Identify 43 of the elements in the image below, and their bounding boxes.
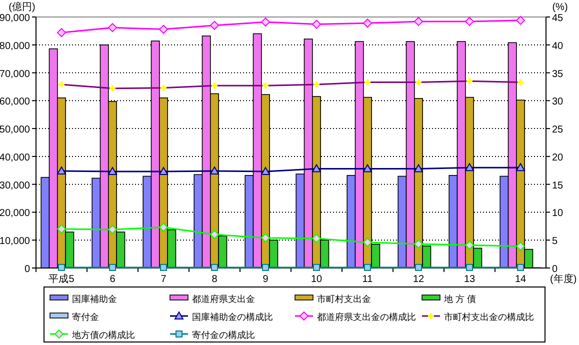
y2-tick-label: 0 — [552, 264, 558, 275]
legend-label: 国庫補助金 — [72, 294, 117, 304]
legend-label: 寄付金 — [72, 312, 99, 322]
x-tick-label: 10 — [310, 274, 322, 285]
y-tick-label: 20,000 — [0, 208, 30, 220]
legend-label: 市町村支出金の構成比 — [444, 312, 534, 322]
y-tick-label: 50,000 — [0, 124, 30, 136]
legend-label: 都道府県支出金 — [192, 294, 255, 304]
y2-tick-label: 40 — [552, 40, 564, 52]
y2-tick-label: 25 — [552, 124, 564, 136]
y-tick-label: 90,000 — [0, 13, 30, 24]
y-tick-label: 0 — [24, 264, 30, 275]
x-tick-label: 9 — [262, 274, 269, 285]
y2-tick-label: 30 — [552, 96, 564, 108]
y-tick-label: 40,000 — [0, 152, 30, 164]
x-tick-label: 6 — [110, 274, 116, 285]
y2-tick-label: 10 — [552, 208, 564, 220]
y2-tick-label: 35 — [552, 68, 564, 80]
y-tick-label: 10,000 — [0, 236, 30, 248]
legend-label: 地方債の構成比 — [71, 330, 135, 340]
x-tick-label: 11 — [362, 274, 374, 285]
y-tick-label: 30,000 — [0, 180, 30, 192]
legend-label: 国庫補助金の構成比 — [192, 312, 273, 322]
x-tick-label: 14 — [514, 274, 526, 285]
y2-tick-label: 15 — [552, 180, 564, 192]
legend-label: 寄付金の構成比 — [192, 330, 255, 340]
y2-tick-label: 5 — [552, 236, 558, 248]
x-tick-label: 13 — [464, 274, 476, 285]
x-axis-title: (年度) — [550, 273, 577, 285]
legend-label: 地 方 債 — [443, 294, 476, 304]
x-tick-label: 8 — [212, 274, 218, 285]
y-tick-label: 60,000 — [0, 96, 30, 108]
y2-tick-label: 20 — [552, 152, 564, 164]
y2-axis-title: (%) — [552, 2, 568, 13]
x-tick-label: 7 — [160, 274, 167, 285]
x-tick-label: 12 — [412, 274, 424, 285]
y-axis-title: (億円) — [8, 1, 36, 13]
y-tick-label: 70,000 — [0, 68, 30, 80]
legend-label: 市町村支出金 — [317, 294, 371, 304]
y-tick-label: 80,000 — [0, 40, 30, 52]
x-tick-label: 平成5 — [48, 273, 75, 285]
legend-label: 都道府県支出金の構成比 — [317, 312, 416, 322]
y2-tick-label: 45 — [552, 13, 564, 24]
